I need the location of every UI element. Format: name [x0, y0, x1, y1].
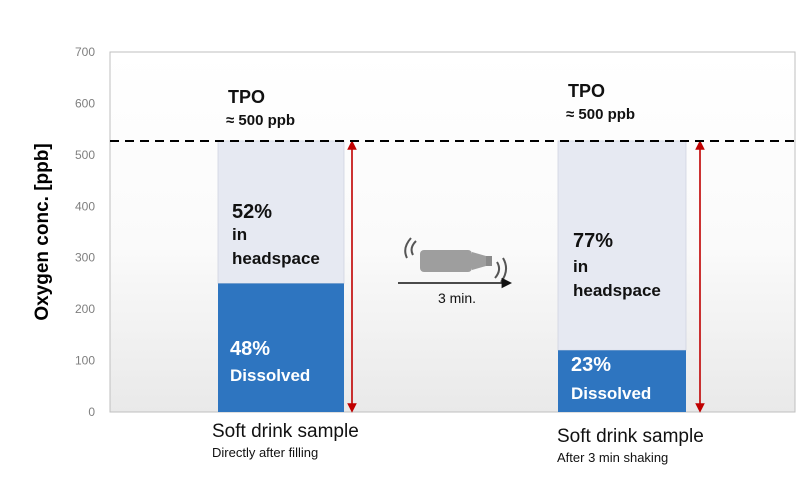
bar-group: TPO ≈ 500 ppb 52% in headspace 48% Dissolved So…: [212, 87, 359, 460]
headspace-label-in: in: [573, 257, 588, 276]
headspace-percent: 52%: [232, 201, 272, 223]
headspace-segment: [217, 140, 345, 284]
headspace-segment: [557, 140, 687, 351]
dissolved-label: Dissolved: [571, 384, 651, 403]
bar-group: TPO ≈ 500 ppb 77% in headspace 23% Dissolved So…: [557, 81, 705, 465]
category-label: Soft drink sample: [557, 426, 704, 447]
category-sublabel: Directly after filling: [212, 445, 318, 460]
y-tick-label: 700: [75, 45, 95, 59]
shaking-bottle-icon: [404, 237, 507, 283]
category-label: Soft drink sample: [212, 421, 359, 442]
dissolved-percent: 48%: [230, 338, 270, 360]
bars: TPO ≈ 500 ppb 52% in headspace 48% Dissolved So…: [212, 81, 705, 465]
dissolved-label: Dissolved: [230, 366, 310, 385]
dissolved-segment: [558, 350, 686, 412]
tpo-title: TPO: [228, 87, 265, 107]
y-tick-label: 0: [88, 405, 95, 419]
tpo-title: TPO: [568, 81, 605, 101]
dissolved-percent: 23%: [571, 354, 611, 376]
transition: 3 min.: [398, 237, 513, 306]
headspace-label: headspace: [232, 249, 320, 268]
transition-label: 3 min.: [438, 290, 476, 306]
y-axis-label: Oxygen conc. [ppb]: [32, 143, 53, 320]
headspace-percent: 77%: [573, 230, 613, 252]
y-tick-label: 300: [75, 251, 95, 265]
y-axis-ticks: 0 100 200 300 400 500 600 700: [75, 45, 95, 419]
y-tick-label: 500: [75, 148, 95, 162]
y-tick-label: 600: [75, 96, 95, 110]
y-tick-label: 100: [75, 354, 95, 368]
tpo-value: ≈ 500 ppb: [226, 112, 295, 129]
category-sublabel: After 3 min shaking: [557, 450, 668, 465]
headspace-label: headspace: [573, 281, 661, 300]
y-tick-label: 200: [75, 302, 95, 316]
dissolved-segment: [218, 283, 344, 412]
y-tick-label: 400: [75, 199, 95, 213]
plot-area: [109, 51, 796, 413]
headspace-label-in: in: [232, 225, 247, 244]
tpo-value: ≈ 500 ppb: [566, 106, 635, 123]
